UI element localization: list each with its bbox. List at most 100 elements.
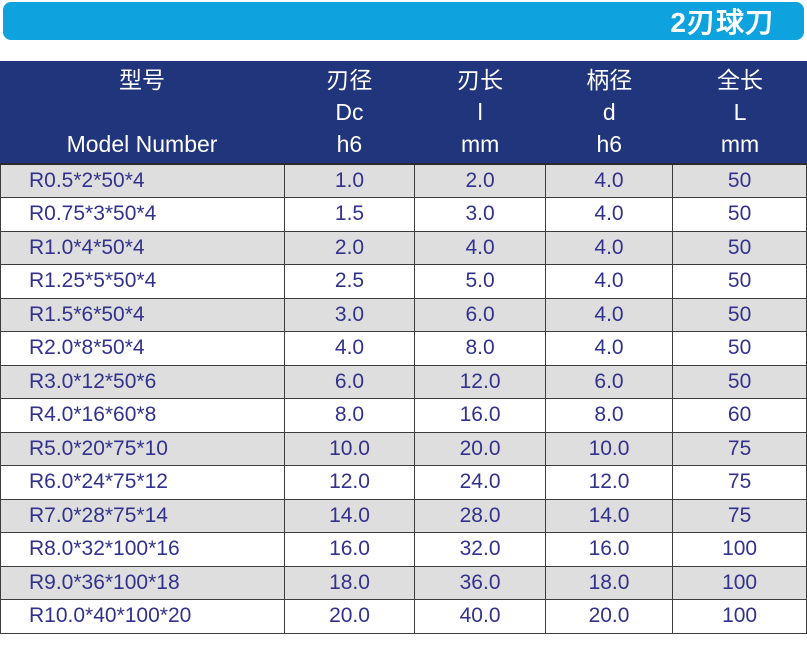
table-row: R8.0*32*100*16 16.0 32.0 16.0 100 bbox=[0, 532, 807, 567]
value-cell: 18.0 bbox=[544, 565, 674, 600]
value-cell: 2.0 bbox=[414, 163, 546, 198]
value-cell: 20.0 bbox=[544, 599, 674, 634]
value-cell: 100 bbox=[672, 599, 807, 634]
value-cell: 4.0 bbox=[544, 264, 674, 299]
value-cell: 18.0 bbox=[283, 565, 416, 600]
table-row: R7.0*28*75*14 14.0 28.0 14.0 75 bbox=[0, 498, 807, 533]
header-col-blade-diameter: 刃径 Dc h6 bbox=[284, 61, 415, 163]
table-row: R1.0*4*50*4 2.0 4.0 4.0 50 bbox=[0, 230, 807, 265]
table-row: R1.5*6*50*4 3.0 6.0 4.0 50 bbox=[0, 297, 807, 332]
value-cell: 50 bbox=[672, 297, 807, 332]
header-sub: mm bbox=[720, 131, 760, 157]
value-cell: 2.5 bbox=[283, 264, 416, 299]
table-row: R9.0*36*100*18 18.0 36.0 18.0 100 bbox=[0, 565, 807, 600]
value-cell: 50 bbox=[672, 230, 807, 265]
value-cell: 50 bbox=[672, 197, 807, 232]
value-cell: 6.0 bbox=[283, 364, 416, 399]
model-cell: R2.0*8*50*4 bbox=[0, 331, 285, 366]
spacer bbox=[0, 40, 807, 61]
table-row: R6.0*24*75*12 12.0 24.0 12.0 75 bbox=[0, 465, 807, 500]
header-mid: Dc bbox=[335, 99, 364, 125]
table-row: R1.25*5*50*4 2.5 5.0 4.0 50 bbox=[0, 264, 807, 299]
value-cell: 4.0 bbox=[544, 197, 674, 232]
value-cell: 16.0 bbox=[544, 532, 674, 567]
header-sub: h6 bbox=[336, 131, 363, 157]
table-row: R5.0*20*75*10 10.0 20.0 10.0 75 bbox=[0, 431, 807, 466]
model-cell: R1.5*6*50*4 bbox=[0, 297, 285, 332]
value-cell: 50 bbox=[672, 364, 807, 399]
value-cell: 8.0 bbox=[414, 331, 546, 366]
header-zh: 全长 bbox=[716, 67, 763, 93]
table-body: R0.5*2*50*4 1.0 2.0 4.0 50 R0.75*3*50*4 1.5 3.0… bbox=[0, 163, 807, 634]
value-cell: 16.0 bbox=[283, 532, 416, 567]
value-cell: 24.0 bbox=[414, 465, 546, 500]
model-cell: R10.0*40*100*20 bbox=[0, 599, 285, 634]
value-cell: 75 bbox=[672, 498, 807, 533]
table-row: R10.0*40*100*20 20.0 40.0 20.0 100 bbox=[0, 599, 807, 634]
model-cell: R0.5*2*50*4 bbox=[0, 163, 285, 198]
table-header: 型号 Model Number 刃径 Dc h6 刃长 l mm 柄径 d h6… bbox=[0, 61, 807, 163]
value-cell: 12.0 bbox=[544, 465, 674, 500]
value-cell: 2.0 bbox=[283, 230, 416, 265]
title-bar: 2刃球刀 bbox=[3, 2, 804, 40]
value-cell: 10.0 bbox=[283, 431, 416, 466]
header-zh: 柄径 bbox=[586, 67, 633, 93]
model-cell: R5.0*20*75*10 bbox=[0, 431, 285, 466]
value-cell: 20.0 bbox=[414, 431, 546, 466]
value-cell: 32.0 bbox=[414, 532, 546, 567]
value-cell: 50 bbox=[672, 163, 807, 198]
model-cell: R3.0*12*50*6 bbox=[0, 364, 285, 399]
value-cell: 3.0 bbox=[283, 297, 416, 332]
model-cell: R4.0*16*60*8 bbox=[0, 398, 285, 433]
model-cell: R9.0*36*100*18 bbox=[0, 565, 285, 600]
value-cell: 20.0 bbox=[283, 599, 416, 634]
value-cell: 4.0 bbox=[544, 331, 674, 366]
value-cell: 10.0 bbox=[544, 431, 674, 466]
value-cell: 6.0 bbox=[414, 297, 546, 332]
value-cell: 4.0 bbox=[283, 331, 416, 366]
header-mid: L bbox=[733, 99, 747, 125]
table-row: R3.0*12*50*6 6.0 12.0 6.0 50 bbox=[0, 364, 807, 399]
value-cell: 14.0 bbox=[283, 498, 416, 533]
spec-table: R0.5*2*50*4 1.0 2.0 4.0 50 R0.75*3*50*4 1.5 3.0… bbox=[0, 163, 807, 634]
value-cell: 50 bbox=[672, 264, 807, 299]
model-cell: R8.0*32*100*16 bbox=[0, 532, 285, 567]
model-cell: R7.0*28*75*14 bbox=[0, 498, 285, 533]
value-cell: 75 bbox=[672, 431, 807, 466]
value-cell: 8.0 bbox=[283, 398, 416, 433]
value-cell: 50 bbox=[672, 331, 807, 366]
header-col-blade-length: 刃长 l mm bbox=[415, 61, 546, 163]
header-zh: 型号 bbox=[119, 67, 166, 93]
value-cell: 14.0 bbox=[544, 498, 674, 533]
header-sub: h6 bbox=[596, 131, 623, 157]
value-cell: 4.0 bbox=[544, 163, 674, 198]
header-zh: 刃径 bbox=[326, 67, 373, 93]
model-cell: R1.0*4*50*4 bbox=[0, 230, 285, 265]
table-row: R0.75*3*50*4 1.5 3.0 4.0 50 bbox=[0, 197, 807, 232]
value-cell: 16.0 bbox=[414, 398, 546, 433]
value-cell: 60 bbox=[672, 398, 807, 433]
header-sub: Model Number bbox=[66, 131, 218, 157]
value-cell: 4.0 bbox=[414, 230, 546, 265]
value-cell: 1.5 bbox=[283, 197, 416, 232]
table-row: R0.5*2*50*4 1.0 2.0 4.0 50 bbox=[0, 163, 807, 198]
value-cell: 12.0 bbox=[414, 364, 546, 399]
value-cell: 3.0 bbox=[414, 197, 546, 232]
table-row: R2.0*8*50*4 4.0 8.0 4.0 50 bbox=[0, 331, 807, 366]
value-cell: 5.0 bbox=[414, 264, 546, 299]
value-cell: 100 bbox=[672, 532, 807, 567]
header-mid: d bbox=[602, 99, 616, 125]
header-col-model: 型号 Model Number bbox=[0, 61, 284, 163]
value-cell: 28.0 bbox=[414, 498, 546, 533]
model-cell: R6.0*24*75*12 bbox=[0, 465, 285, 500]
value-cell: 1.0 bbox=[283, 163, 416, 198]
value-cell: 4.0 bbox=[544, 297, 674, 332]
value-cell: 100 bbox=[672, 565, 807, 600]
value-cell: 12.0 bbox=[283, 465, 416, 500]
value-cell: 36.0 bbox=[414, 565, 546, 600]
value-cell: 4.0 bbox=[544, 230, 674, 265]
value-cell: 40.0 bbox=[414, 599, 546, 634]
model-cell: R0.75*3*50*4 bbox=[0, 197, 285, 232]
header-mid: l bbox=[477, 99, 483, 125]
value-cell: 6.0 bbox=[544, 364, 674, 399]
